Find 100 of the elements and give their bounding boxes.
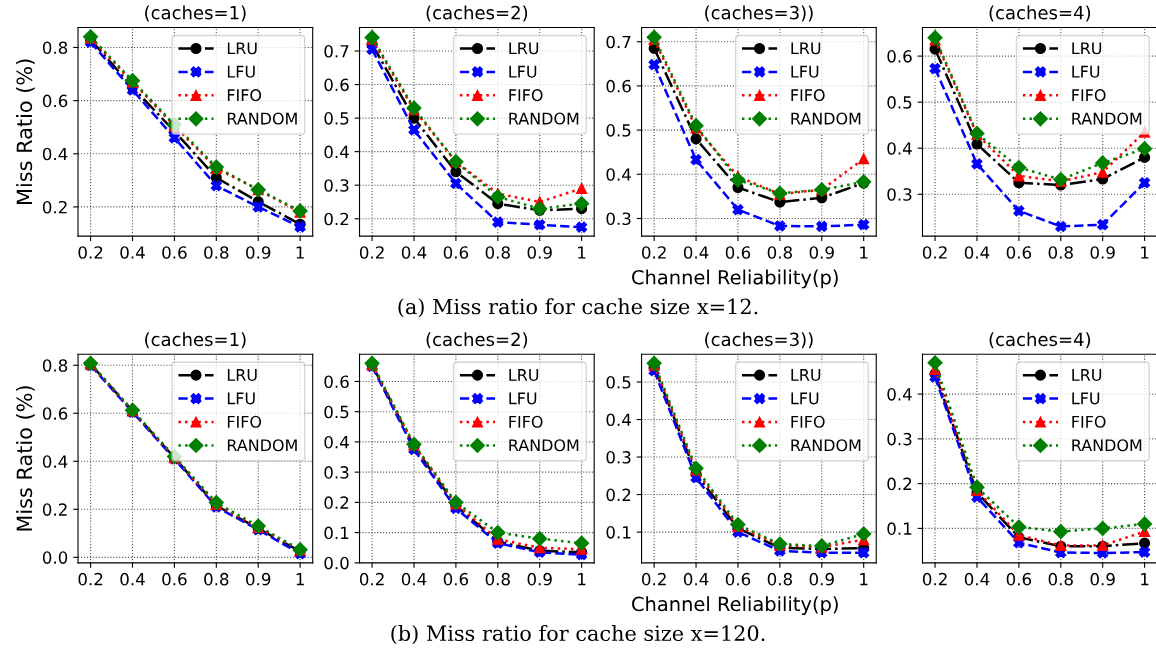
x-tick-label: 0.6	[443, 572, 469, 586]
chart-title: (caches=3))	[705, 5, 813, 22]
y-tick-label: 0.5	[887, 96, 912, 109]
x-tick-label: 0.9	[1090, 572, 1115, 586]
legend-label: LFU	[791, 392, 819, 405]
y-tick-label: 0.4	[887, 142, 912, 155]
y-tick-label: 0.3	[606, 451, 631, 464]
x-tick-label: 0.9	[809, 246, 834, 259]
x-tick-label: 0.8	[204, 572, 229, 586]
legend-label: LRU	[1072, 42, 1102, 55]
x-tick-label: 0.9	[527, 572, 552, 586]
y-tick-label: 0.3	[324, 466, 349, 479]
x-axis-title: Channel Reliability(p)	[632, 269, 838, 289]
legend-label: RANDOM	[1072, 439, 1142, 452]
y-tick-label: 0.6	[42, 407, 68, 420]
x-tick-label: 0.6	[162, 246, 187, 259]
y-tick-label: 0.0	[42, 551, 68, 564]
y-axis-title: Miss Ratio (%)	[16, 59, 35, 204]
x-axis-title: Channel Reliability(p)	[632, 596, 838, 616]
x-tick-label: 0.9	[527, 246, 552, 259]
y-tick-label: 0.4	[42, 455, 68, 468]
x-tick-label: 0.8	[1048, 246, 1073, 259]
text: (a) Miss ratio for cache size x=12.	[398, 298, 758, 318]
x-tick-label: 0.6	[725, 572, 751, 586]
x-tick-label: 0.9	[246, 246, 271, 259]
y-tick-label: 0.6	[324, 78, 349, 92]
x-tick-label: 0.9	[1090, 246, 1115, 259]
y-tick-label: 0.8	[42, 41, 68, 55]
x-tick-label: 0.9	[809, 572, 834, 586]
legend-label: RANDOM	[227, 439, 297, 452]
y-axis-title: Miss Ratio (%)	[16, 386, 35, 531]
x-tick-label: 0.2	[922, 572, 947, 586]
x-tick-label: 0.6	[1006, 572, 1032, 586]
x-tick-label: 0.2	[642, 246, 666, 259]
x-tick-label: 0.2	[359, 246, 384, 259]
y-tick-label: 0.1	[606, 526, 631, 539]
y-tick-label: 0.0	[324, 556, 349, 570]
y-tick-label: 0.5	[324, 112, 349, 125]
x-tick-label: 0.2	[78, 572, 103, 586]
legend-label: RANDOM	[791, 112, 861, 125]
legend-label: FIFO	[509, 415, 543, 428]
y-tick-label: 0.2	[324, 496, 349, 509]
y-tick-label: 0.2	[887, 477, 912, 491]
legend-label: RANDOM	[509, 112, 579, 125]
y-tick-label: 0.5	[606, 375, 631, 389]
y-tick-label: 0.7	[606, 35, 631, 49]
x-tick-label: 0.8	[1048, 572, 1073, 586]
y-tick-label: 0.6	[324, 375, 349, 389]
legend-label: LFU	[227, 392, 255, 405]
x-tick-label: 0.2	[922, 246, 947, 259]
legend-label: RANDOM	[509, 439, 579, 452]
x-tick-label: 0.4	[683, 572, 709, 586]
legend-label: LFU	[227, 65, 255, 78]
y-tick-label: 0.3	[606, 212, 631, 226]
legend-label: FIFO	[227, 415, 262, 428]
legend-label: LFU	[791, 65, 819, 78]
x-tick-label: 0.6	[162, 572, 187, 586]
chart-title: (caches=2)	[426, 5, 528, 22]
x-tick-label: 1	[1141, 246, 1149, 259]
x-tick-label: 0.2	[78, 246, 103, 259]
x-tick-label: 0.8	[767, 246, 792, 259]
legend-label: RANDOM	[791, 439, 861, 452]
legend-label: LFU	[1072, 392, 1100, 405]
legend-label: LRU	[791, 42, 821, 55]
y-tick-label: 0.7	[324, 44, 349, 58]
y-tick-label: 0.4	[887, 388, 912, 401]
y-tick-label: 0.6	[606, 79, 631, 93]
x-tick-label: 1	[578, 573, 586, 586]
chart-title: (caches=4)	[989, 332, 1091, 349]
x-tick-label: 0.8	[485, 572, 510, 586]
legend-label: LRU	[1072, 369, 1102, 381]
y-tick-label: 0.3	[324, 179, 349, 192]
x-tick-label: 0.2	[359, 572, 384, 586]
y-tick-label: 0.1	[887, 522, 912, 535]
legend-label: LFU	[509, 392, 537, 405]
x-tick-label: 0.4	[683, 246, 709, 259]
x-tick-label: 0.4	[964, 572, 990, 586]
y-tick-label: 0.2	[324, 212, 349, 226]
x-tick-label: 1	[860, 246, 868, 259]
legend-label: LFU	[509, 65, 537, 78]
text: (b) Miss ratio for cache size x=120.	[391, 624, 765, 644]
legend-label: FIFO	[791, 415, 825, 428]
legend-label: FIFO	[227, 89, 262, 102]
y-tick-label: 0.5	[324, 405, 349, 419]
legend-label: LRU	[227, 42, 257, 55]
x-tick-label: 0.8	[485, 246, 510, 259]
legend-label: LFU	[1072, 65, 1100, 78]
chart-title: (caches=4)	[989, 5, 1091, 22]
legend-label: LRU	[509, 369, 539, 381]
y-tick-label: 0.5	[606, 124, 631, 137]
y-tick-label: 0.2	[606, 488, 631, 502]
legend-label: LRU	[791, 369, 821, 381]
y-tick-label: 0.6	[887, 50, 912, 63]
y-tick-label: 0.3	[887, 432, 912, 446]
y-tick-label: 0.6	[42, 94, 68, 108]
x-tick-label: 1	[578, 246, 586, 259]
y-tick-label: 0.2	[42, 503, 67, 516]
chart-title: (caches=1)	[145, 332, 246, 349]
y-tick-label: 0.4	[606, 168, 631, 181]
y-tick-label: 0.4	[42, 147, 68, 161]
